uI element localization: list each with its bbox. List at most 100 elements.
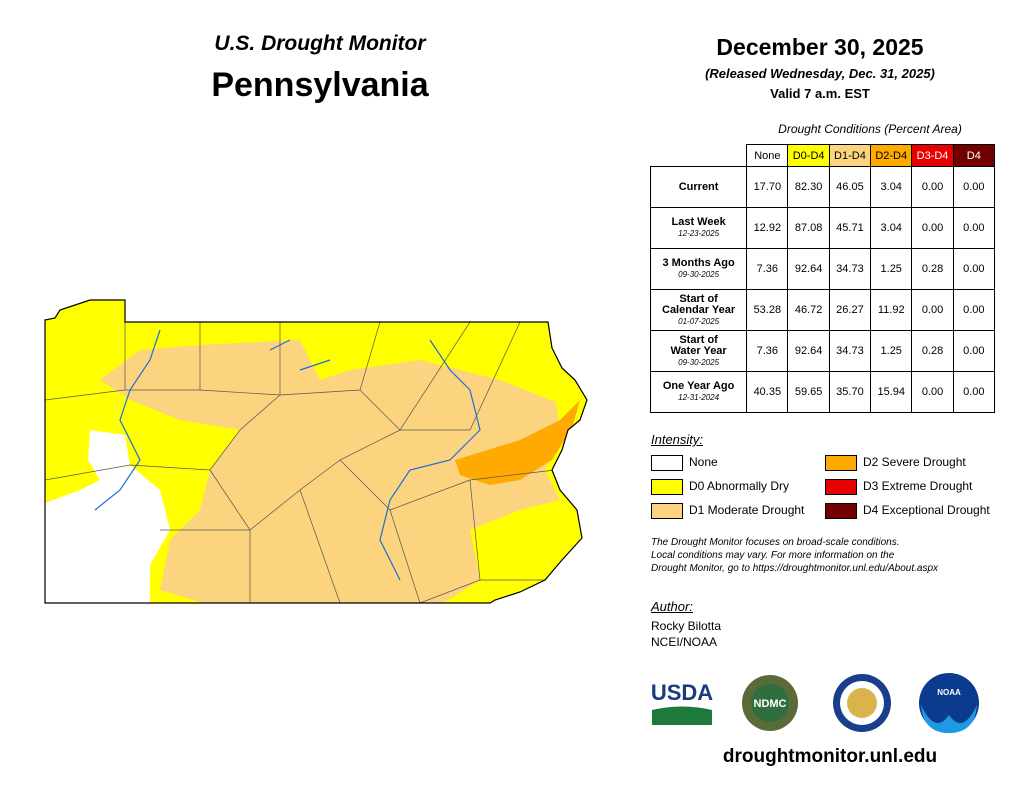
drought-areas bbox=[45, 300, 587, 603]
row-label: One Year Ago 12-31-2024 bbox=[649, 371, 748, 413]
value-cell: 92.64 bbox=[787, 248, 830, 290]
row-date: 09-30-2025 bbox=[678, 270, 720, 279]
value-cell: 0.00 bbox=[911, 166, 954, 208]
note: The Drought Monitor focuses on broad-sca… bbox=[651, 536, 938, 575]
author-line: NCEI/NOAA bbox=[651, 635, 718, 649]
data-row: 3 Months Ago 09-30-2025 7.36 92.64 34.73 1.25… bbox=[649, 248, 996, 290]
note-line: Local conditions may vary. For more info… bbox=[651, 550, 895, 561]
conditions-table: None D0-D4 D1-D4 D2-D4 D3-D4 D4 Current 17.70 82… bbox=[649, 144, 996, 413]
subtitle: U.S. Drought Monitor bbox=[214, 32, 426, 55]
row-label-line: Start of bbox=[679, 292, 718, 305]
legend-label: D0 Abnormally Dry bbox=[689, 479, 790, 493]
legend-label: D4 Exceptional Drought bbox=[863, 503, 990, 517]
row-label-line: Last Week bbox=[671, 216, 726, 228]
row-label: 3 Months Ago 09-30-2025 bbox=[649, 248, 748, 290]
usda-logo: USDA bbox=[651, 680, 713, 705]
value-cell: 46.05 bbox=[828, 166, 872, 208]
value-cell: 3.04 bbox=[870, 207, 913, 249]
data-row: Current 17.70 82.30 46.05 3.04 0.00 0.00 bbox=[649, 166, 996, 208]
data-row: Start of Calendar Year 01-07-2025 53.28 46.7… bbox=[649, 289, 996, 331]
value-cell: 0.00 bbox=[952, 207, 996, 249]
column-header: D1-D4 bbox=[828, 144, 872, 167]
row-label: Current bbox=[649, 166, 748, 208]
value-cell: 59.65 bbox=[787, 371, 830, 413]
value-cell: 53.28 bbox=[746, 289, 789, 331]
corner-cell bbox=[651, 145, 747, 167]
row-date: 12-31-2024 bbox=[678, 393, 720, 402]
row-label-line: Water Year bbox=[670, 344, 727, 357]
author-title: Author: bbox=[651, 599, 693, 614]
valid: Valid 7 a.m. EST bbox=[770, 86, 870, 101]
column-header: D2-D4 bbox=[870, 144, 913, 167]
row-label: Start of Calendar Year 01-07-2025 bbox=[649, 289, 748, 331]
legend-label: D1 Moderate Drought bbox=[689, 503, 805, 517]
footer-url: droughtmonitor.unl.edu bbox=[722, 746, 938, 767]
value-cell: 40.35 bbox=[746, 371, 789, 413]
row-date: 01-07-2025 bbox=[678, 316, 720, 326]
legend-swatch bbox=[825, 503, 857, 519]
legend-label: D3 Extreme Drought bbox=[863, 479, 973, 493]
value-cell: 34.73 bbox=[828, 330, 872, 372]
column-header: D3-D4 bbox=[911, 144, 954, 167]
row-label-line: One Year Ago bbox=[662, 380, 735, 392]
legend-swatch bbox=[825, 479, 857, 495]
legend-title: Intensity: bbox=[651, 432, 704, 447]
table-caption: Drought Conditions (Percent Area) bbox=[778, 122, 962, 136]
value-cell: 1.25 bbox=[870, 330, 913, 372]
value-cell: 3.04 bbox=[870, 166, 913, 208]
value-cell: 45.71 bbox=[828, 207, 872, 249]
value-cell: 7.36 bbox=[746, 248, 789, 290]
value-cell: 26.27 bbox=[828, 289, 872, 331]
value-cell: 0.00 bbox=[952, 248, 996, 290]
value-cell: 0.28 bbox=[911, 248, 954, 290]
date: December 30, 2025 bbox=[716, 34, 924, 60]
value-cell: 0.00 bbox=[911, 289, 954, 331]
column-header: D0-D4 bbox=[787, 144, 830, 167]
note-line: Drought Monitor, go to https://droughtmo… bbox=[651, 563, 939, 574]
value-cell: 12.92 bbox=[746, 207, 789, 249]
map bbox=[44, 299, 588, 604]
value-cell: 0.00 bbox=[952, 166, 996, 208]
value-cell: 87.08 bbox=[787, 207, 830, 249]
row-label-line: Calendar Year bbox=[662, 303, 736, 316]
row-label: Start of Water Year 09-30-2025 bbox=[649, 330, 748, 372]
released: (Released Wednesday, Dec. 31, 2025) bbox=[705, 66, 935, 81]
legend-swatch bbox=[651, 479, 683, 495]
value-cell: 82.30 bbox=[787, 166, 830, 208]
row-date: 12-23-2025 bbox=[678, 229, 720, 238]
value-cell: 0.28 bbox=[911, 330, 954, 372]
row-label-line: Start of bbox=[679, 333, 718, 346]
legend-label: None bbox=[689, 455, 718, 469]
legend-label: D2 Severe Drought bbox=[863, 455, 966, 469]
legend-swatch bbox=[651, 455, 683, 471]
column-header: D4 bbox=[952, 144, 996, 167]
ndmc-logo: NDMC bbox=[754, 698, 787, 710]
value-cell: 11.92 bbox=[870, 289, 913, 331]
value-cell: 17.70 bbox=[746, 166, 789, 208]
row-label-line: Current bbox=[678, 180, 719, 193]
row-label: Last Week 12-23-2025 bbox=[649, 207, 748, 249]
value-cell: 0.00 bbox=[911, 371, 954, 413]
header-row: None D0-D4 D1-D4 D2-D4 D3-D4 D4 bbox=[651, 144, 996, 167]
row-label-line: 3 Months Ago bbox=[662, 257, 735, 269]
value-cell: 46.72 bbox=[787, 289, 830, 331]
data-row: One Year Ago 12-31-2024 40.35 59.65 35.70 15.… bbox=[649, 371, 996, 413]
data-row: Start of Water Year 09-30-2025 7.36 92.64 34.… bbox=[649, 330, 996, 372]
legend-swatch bbox=[825, 455, 857, 471]
title: Pennsylvania bbox=[211, 66, 429, 104]
value-cell: 0.00 bbox=[952, 289, 996, 331]
column-header: None bbox=[746, 144, 789, 167]
data-row: Last Week 12-23-2025 12.92 87.08 45.71 3.04 0.… bbox=[649, 207, 996, 249]
author-line: Rocky Bilotta bbox=[651, 619, 722, 633]
author: Rocky Bilotta NCEI/NOAA bbox=[651, 618, 721, 650]
value-cell: 34.73 bbox=[828, 248, 872, 290]
note-line: The Drought Monitor focuses on broad-sca… bbox=[651, 537, 900, 548]
noaa-logo: NOAA bbox=[937, 688, 961, 697]
legend-swatch bbox=[651, 503, 683, 519]
value-cell: 1.25 bbox=[870, 248, 913, 290]
value-cell: 92.64 bbox=[787, 330, 830, 372]
value-cell: 35.70 bbox=[828, 371, 872, 413]
value-cell: 0.00 bbox=[952, 330, 996, 372]
value-cell: 7.36 bbox=[746, 330, 789, 372]
